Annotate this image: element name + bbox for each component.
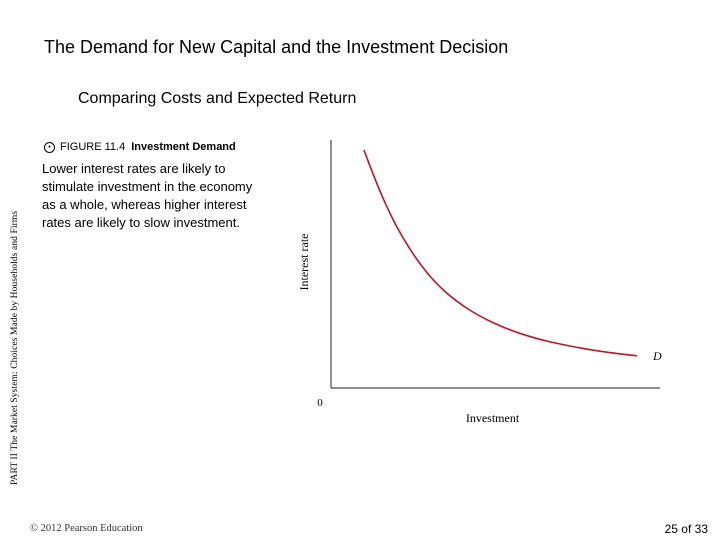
animation-icon: • [44,141,55,153]
page-indicator: 25 of 33 [665,522,708,536]
x-axis-label: Investment [466,411,520,425]
page-total: of 33 [681,522,708,536]
slide-subtitle: Comparing Costs and Expected Return [78,90,357,107]
copyright-notice: © 2012 Pearson Education [30,523,143,534]
page-number: 25 [664,522,678,536]
figure-number: FIGURE 11.4 [60,141,126,153]
demand-curve-label: D [652,349,662,363]
figure-heading: • FIGURE 11.4 Investment Demand [44,141,236,153]
origin-label: 0 [317,397,323,409]
figure-name: Investment Demand [131,141,236,153]
slide-title: The Demand for New Capital and the Inves… [44,37,509,57]
figure-caption: Lower interest rates are likely to stimu… [42,161,253,230]
y-axis-label: Interest rate [297,234,311,291]
demand-curve [363,149,638,357]
